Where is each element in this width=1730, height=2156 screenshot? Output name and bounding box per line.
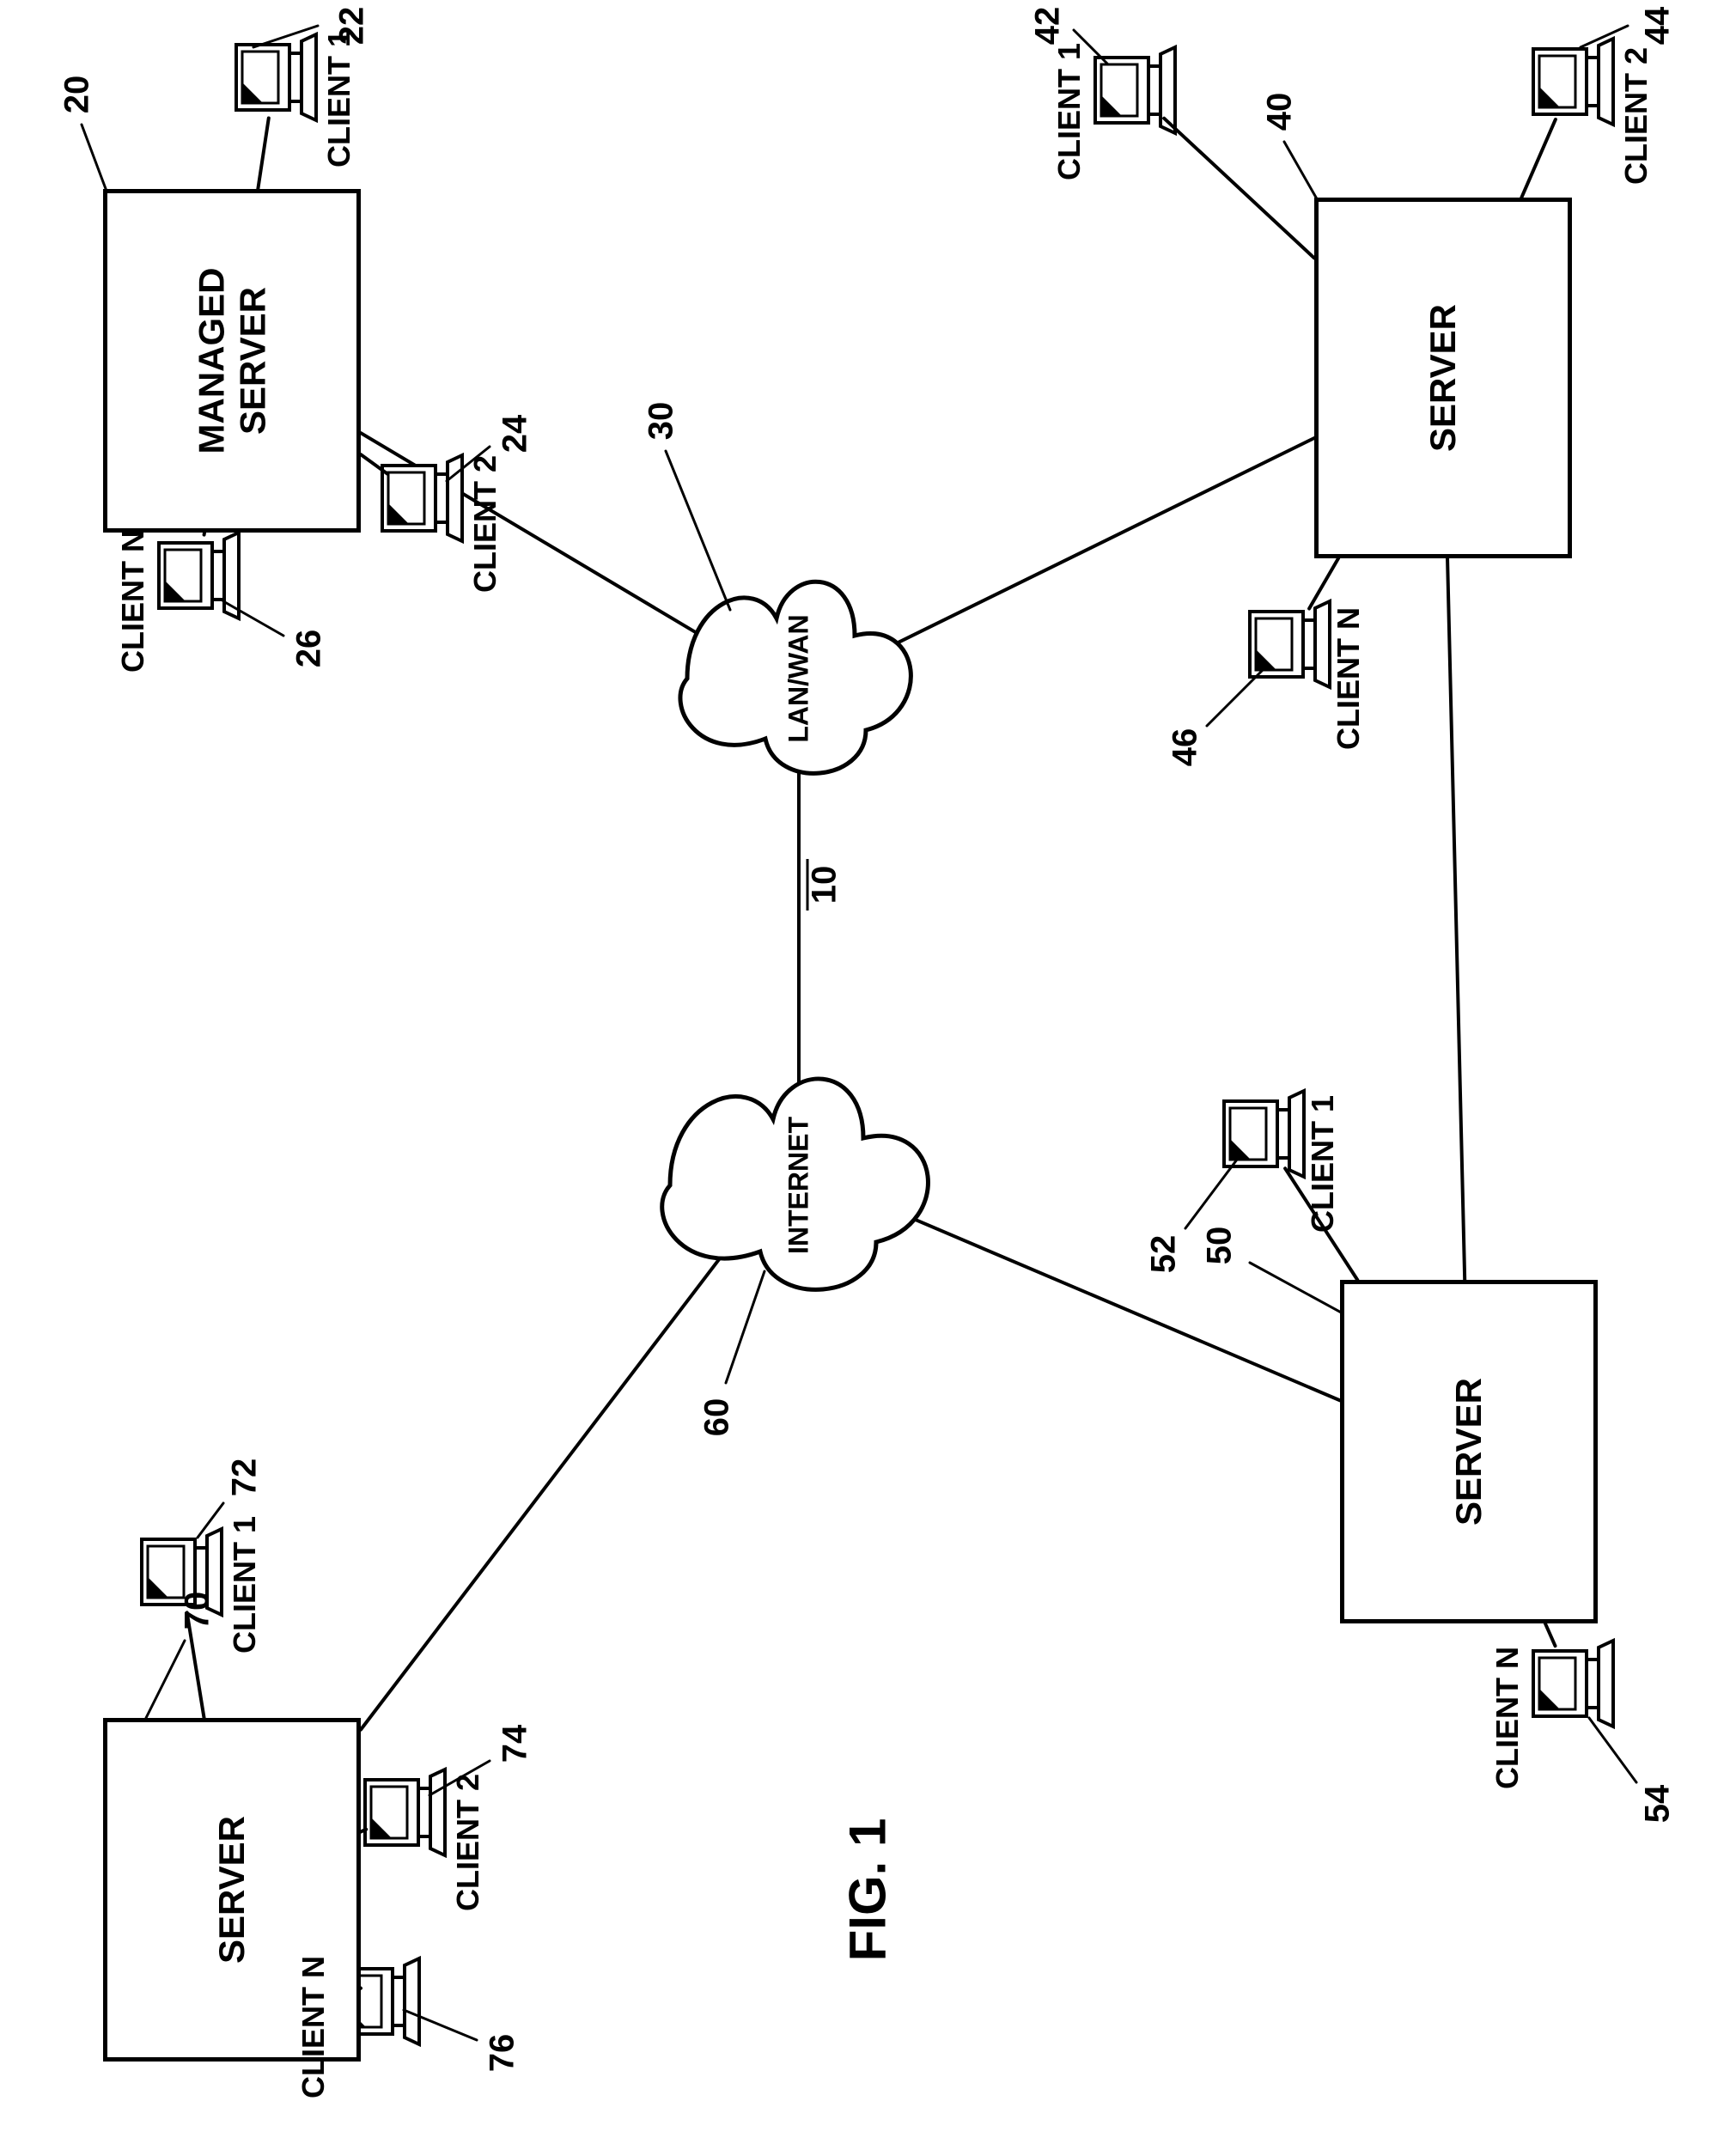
client-74-label: CLIENT 2 — [450, 1774, 486, 1911]
ref-10: 10 — [806, 866, 844, 904]
client-42-label: CLIENT 1 — [1051, 43, 1087, 180]
ref-72: 72 — [226, 1459, 265, 1497]
ref-52: 52 — [1145, 1235, 1184, 1274]
internet-label: INTERNET — [783, 1117, 815, 1254]
ref-40: 40 — [1261, 93, 1300, 131]
ref-46: 46 — [1167, 728, 1205, 767]
server-70-label: SERVER — [211, 1816, 253, 1964]
managed-server-box: MANAGED SERVER — [103, 189, 361, 533]
ref-20: 20 — [58, 76, 97, 114]
ref-42: 42 — [1029, 7, 1068, 46]
server-50-box: SERVER — [1340, 1280, 1598, 1623]
client-46-label: CLIENT N — [1331, 607, 1367, 750]
server-40-box: SERVER — [1314, 198, 1572, 558]
client-54-label: CLIENT N — [1489, 1647, 1526, 1789]
client-44-label: CLIENT 2 — [1618, 47, 1654, 185]
ref-54: 54 — [1639, 1785, 1678, 1824]
ref-74: 74 — [496, 1725, 535, 1763]
ref-60: 60 — [698, 1398, 737, 1437]
server-40-label: SERVER — [1422, 304, 1464, 452]
client-76-label: CLIENT N — [295, 1956, 332, 2098]
lanwan-label: LAN/WAN — [783, 614, 815, 742]
client-22-label: CLIENT 1 — [321, 30, 357, 167]
ref-30: 30 — [643, 402, 681, 441]
ref-26: 26 — [290, 630, 329, 668]
ref-50: 50 — [1201, 1227, 1240, 1265]
client-52-label: CLIENT 1 — [1305, 1095, 1341, 1233]
server-50-label: SERVER — [1448, 1378, 1489, 1526]
ref-70: 70 — [179, 1592, 217, 1630]
client-72-label: CLIENT 1 — [227, 1516, 263, 1654]
ref-44: 44 — [1639, 7, 1678, 46]
managed-server-label: MANAGED SERVER — [191, 268, 273, 454]
client-24-label: CLIENT 2 — [467, 455, 503, 593]
client-26-label: CLIENT N — [115, 530, 151, 673]
ref-24: 24 — [496, 415, 535, 454]
figure-label: FIG. 1 — [838, 1818, 898, 1962]
ref-76: 76 — [484, 2034, 522, 2073]
